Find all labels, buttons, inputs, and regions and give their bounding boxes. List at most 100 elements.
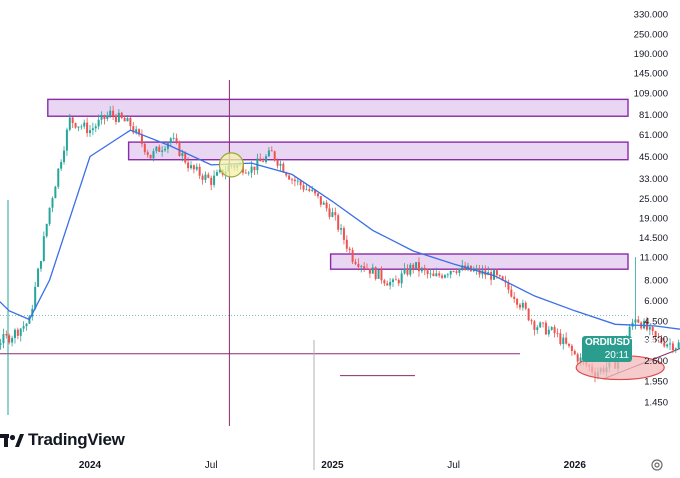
- resistance-zone-2: [127, 141, 629, 161]
- candle-body: [311, 189, 314, 191]
- candle-body: [120, 112, 123, 118]
- candle-body: [129, 117, 132, 127]
- candle-body: [68, 117, 71, 130]
- candle-body: [213, 175, 216, 185]
- candle-body: [495, 270, 498, 276]
- last-price-badge: ORDIUSDT 4.864 20:11: [582, 336, 661, 362]
- candle-body: [518, 304, 521, 308]
- candle-body: [273, 151, 276, 160]
- candle-body: [443, 275, 446, 278]
- candle-body: [524, 302, 527, 309]
- candle-body: [60, 161, 63, 169]
- candle-body: [63, 150, 66, 162]
- x-axis[interactable]: Jul2024Jul2025Jul2026Jul2027Jul2028: [0, 460, 680, 471]
- candle-body: [319, 196, 322, 205]
- candle-body: [513, 296, 516, 299]
- candle-body: [340, 228, 343, 230]
- candle-body: [276, 159, 279, 166]
- candle-body: [420, 267, 423, 272]
- candle-body: [334, 212, 337, 216]
- candle-body: [149, 154, 152, 159]
- candle-body: [282, 163, 285, 173]
- candle-body: [325, 202, 328, 209]
- candle-body: [331, 212, 334, 217]
- candle-body: [126, 117, 129, 122]
- candle-body: [161, 150, 164, 152]
- y-tick-label: 4.500: [644, 317, 668, 328]
- y-tick-label: 109.000: [634, 89, 668, 100]
- candle-body: [417, 262, 420, 272]
- candle-body: [671, 343, 674, 351]
- candle-body: [22, 326, 25, 329]
- y-tick-label: 190.000: [634, 49, 668, 60]
- candle-body: [366, 268, 369, 270]
- candle-body: [210, 177, 213, 185]
- candle-body: [553, 327, 556, 334]
- candle-body: [42, 236, 45, 262]
- candle-body: [559, 333, 562, 345]
- candle-body: [423, 267, 426, 271]
- candle-body: [415, 262, 418, 269]
- candle-body: [152, 151, 155, 159]
- candle-body: [435, 273, 438, 277]
- candle-body: [351, 250, 354, 262]
- candle-body: [426, 270, 429, 274]
- candle-body: [265, 156, 268, 163]
- candle-body: [140, 134, 143, 144]
- candle-body: [169, 138, 172, 143]
- candle-body: [19, 328, 22, 336]
- candle-body: [570, 345, 573, 351]
- tradingview-logo-icon: [0, 434, 24, 447]
- candle-body: [83, 122, 86, 127]
- candle-body: [207, 174, 210, 178]
- candle-body: [389, 281, 392, 286]
- candle-body: [45, 223, 48, 237]
- candle-body: [565, 337, 568, 344]
- candle-body: [166, 142, 169, 149]
- y-tick-label: 25.000: [639, 194, 668, 205]
- candle-body: [674, 348, 677, 351]
- tradingview-logo[interactable]: TradingView: [0, 428, 125, 452]
- candle-body: [279, 163, 282, 166]
- y-tick-label: 1.950: [644, 376, 668, 387]
- candle-body: [178, 141, 181, 157]
- candle-body: [660, 337, 663, 343]
- y-tick-label: 19.000: [639, 214, 668, 225]
- candle-body: [184, 153, 187, 163]
- candle-body: [94, 126, 97, 129]
- candle-body: [218, 169, 221, 173]
- symbol-label: ORDIUSDT: [585, 337, 636, 348]
- y-tick-label: 61.000: [639, 130, 668, 141]
- candle-body: [412, 264, 415, 269]
- candle-body: [109, 110, 112, 116]
- y-tick-label: 33.000: [639, 174, 668, 185]
- candle-body: [100, 115, 103, 120]
- candle-body: [651, 327, 654, 332]
- candle-body: [187, 162, 190, 169]
- candle-body: [342, 228, 345, 240]
- candle-body: [190, 165, 192, 169]
- candle-body: [458, 268, 461, 273]
- candle-body: [392, 279, 394, 282]
- candle-body: [0, 343, 2, 345]
- candle-body: [568, 343, 571, 346]
- last-price-value: 4.864: [635, 337, 661, 348]
- candle-body: [314, 189, 317, 194]
- candle-body: [86, 122, 89, 134]
- candle-body: [57, 168, 60, 187]
- candle-body: [114, 115, 117, 122]
- candle-body: [472, 269, 475, 272]
- candle-body: [308, 189, 311, 191]
- y-tick-label: 11.000: [640, 253, 668, 264]
- candle-body: [106, 115, 109, 119]
- highlight-circle-1: [218, 152, 244, 178]
- candle-body: [267, 150, 270, 157]
- candle-body: [80, 126, 83, 128]
- candle-body: [368, 268, 371, 274]
- y-tick-label: 330.000: [634, 10, 668, 21]
- y-axis: 330.000 250.000 190.000 145.000 109.000 81.00…: [634, 10, 668, 409]
- candle-body: [501, 276, 504, 281]
- candle-body: [556, 333, 559, 334]
- gear-icon[interactable]: [650, 458, 664, 472]
